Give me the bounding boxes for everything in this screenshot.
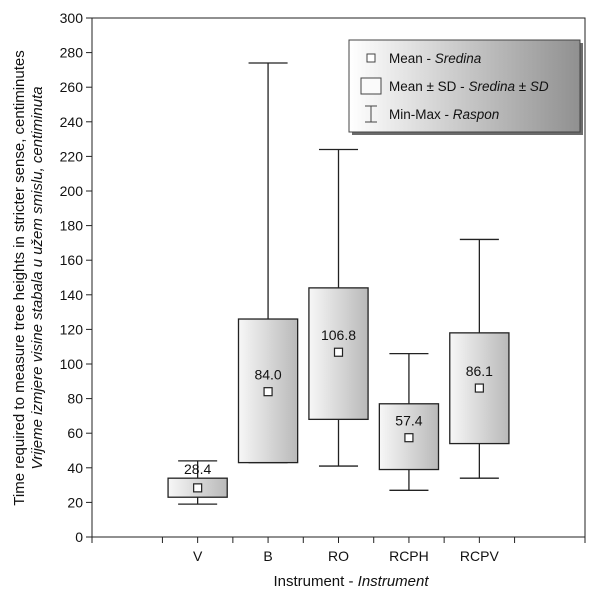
- x-tick-label: B: [263, 548, 272, 564]
- y-tick-label: 240: [60, 114, 84, 130]
- mean-marker: [474, 383, 484, 393]
- y-tick-label: 20: [67, 494, 83, 510]
- x-tick-label: V: [193, 548, 203, 564]
- y-tick-label: 100: [60, 356, 84, 372]
- legend: Mean - Sredina Mean ± SD - Sredina ± SD Mi…: [348, 39, 583, 135]
- legend-item: Mean - Sredina: [366, 51, 482, 66]
- plot-series: 28.4 84.0 106.8 57.4 86.1: [167, 62, 510, 505]
- x-axis-title: Instrument - Instrument: [273, 573, 429, 590]
- legend-sd-symbol: [360, 77, 382, 95]
- y-tick-label: 40: [67, 460, 83, 476]
- y-tick-label: 80: [67, 391, 83, 407]
- mean-label: 106.8: [321, 327, 356, 343]
- legend-label: Mean - Sredina: [389, 51, 482, 66]
- y-tick-label: 180: [60, 218, 84, 234]
- legend-item: Min-Max - Raspon: [365, 105, 499, 123]
- mean-marker: [193, 483, 203, 493]
- mean-label: 57.4: [395, 413, 422, 429]
- box-rcph: 57.4: [378, 352, 440, 491]
- y-tick-label: 60: [67, 425, 83, 441]
- y-tick-label: 260: [60, 79, 84, 95]
- legend-label: Min-Max - Raspon: [389, 107, 499, 122]
- y-tick-label: 200: [60, 183, 84, 199]
- mean-marker: [333, 347, 344, 357]
- mean-marker: [263, 387, 273, 397]
- box-rcpv: 86.1: [449, 238, 510, 479]
- y-axis: 0 20 40 60 80 100 120 140 160 180 200 220 240 260 280 3…: [60, 10, 92, 545]
- legend-item: Mean ± SD - Sredina ± SD: [360, 77, 549, 95]
- y-tick-label: 120: [60, 321, 84, 337]
- x-tick-label: RCPV: [460, 548, 500, 564]
- box-b: 84.0: [237, 62, 299, 464]
- y-tick-label: 160: [60, 252, 84, 268]
- x-tick-label: RO: [328, 548, 349, 564]
- x-axis: V B RO RCPH RCPV: [91, 537, 586, 564]
- legend-box: [348, 39, 581, 133]
- box-ro: 106.8: [308, 148, 369, 467]
- mean-label: 28.4: [184, 461, 211, 477]
- y-tick-label: 300: [60, 10, 84, 26]
- box-v: 28.4: [167, 460, 228, 505]
- y-axis-title-line2: Vrijeme izmjere visine stabala u užem sm…: [29, 86, 46, 469]
- mean-label: 84.0: [254, 367, 281, 383]
- y-axis-title-line1: Time required to measure tree heights in…: [11, 50, 28, 505]
- legend-mean-symbol: [366, 53, 376, 63]
- y-tick-label: 280: [60, 45, 84, 61]
- y-tick-label: 0: [75, 529, 83, 545]
- mean-marker: [404, 433, 414, 443]
- mean-label: 86.1: [466, 363, 493, 379]
- x-tick-label: RCPH: [389, 548, 429, 564]
- y-tick-label: 140: [60, 287, 84, 303]
- y-tick-label: 220: [60, 148, 84, 164]
- legend-label: Mean ± SD - Sredina ± SD: [389, 79, 549, 94]
